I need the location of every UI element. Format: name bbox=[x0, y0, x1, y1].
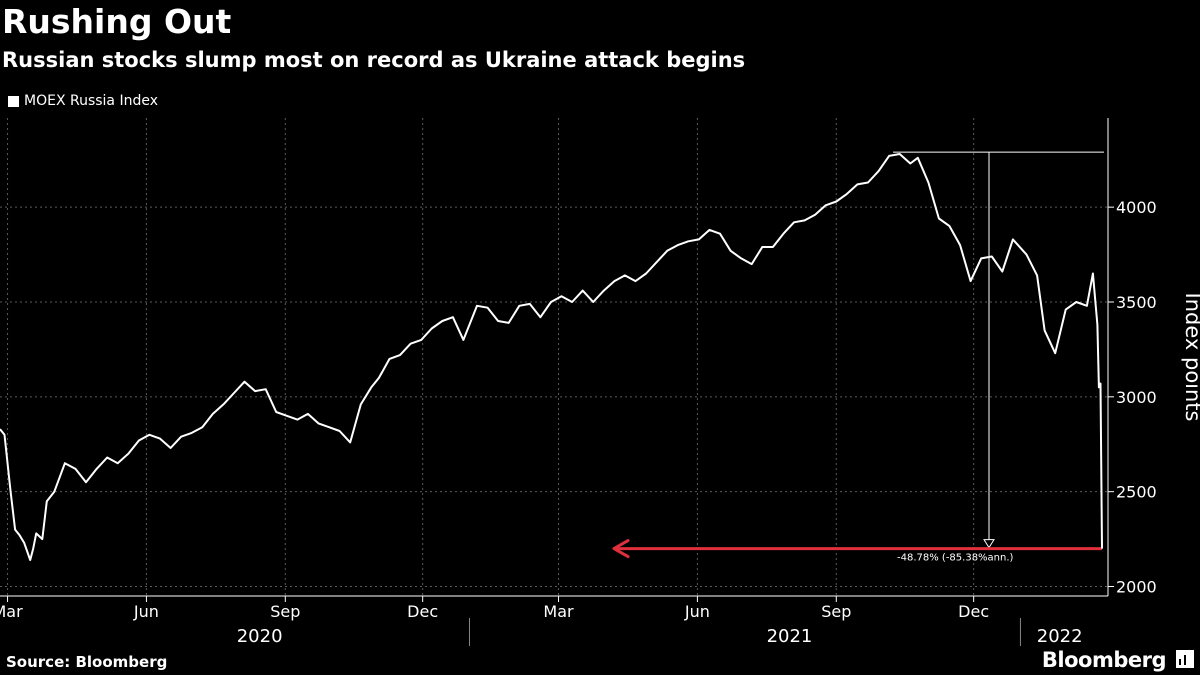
drawdown-label: -48.78% (-85.38%ann.) bbox=[897, 553, 1014, 564]
y-tick-label: 4000 bbox=[1116, 198, 1157, 217]
x-tick-label: Sep bbox=[821, 602, 851, 621]
x-tick-label: Sep bbox=[270, 602, 300, 621]
terminal-icon bbox=[1176, 650, 1194, 668]
x-tick-label: Mar bbox=[0, 602, 23, 621]
grid bbox=[0, 118, 1108, 596]
series-line-moex bbox=[0, 153, 1103, 561]
annotations: -48.78% (-85.38%ann.) bbox=[612, 151, 1104, 564]
legend-swatch bbox=[8, 95, 19, 107]
x-tick-label: Dec bbox=[407, 602, 438, 621]
red-arrowhead bbox=[612, 539, 630, 559]
x-year-label: 2020 bbox=[237, 626, 283, 647]
brand-logo: Bloomberg bbox=[1041, 648, 1167, 672]
axes: 2000 2500 3000 3500 4000 Mar Jun Sep Dec Mar Jun Se… bbox=[0, 118, 1157, 647]
y-axis-label: Index points bbox=[1181, 293, 1200, 422]
x-year-label: 2021 bbox=[767, 626, 813, 647]
x-year-label: 2022 bbox=[1037, 626, 1083, 647]
chart-title: Rushing Out bbox=[2, 2, 232, 41]
x-tick-label: Dec bbox=[958, 602, 989, 621]
legend-label: MOEX Russia Index bbox=[24, 93, 159, 109]
x-tick-label: Mar bbox=[543, 602, 574, 621]
source-note: Source: Bloomberg bbox=[6, 653, 168, 671]
y-tick-label: 3500 bbox=[1116, 293, 1157, 312]
y-tick-label: 2000 bbox=[1116, 578, 1157, 597]
x-tick-label: Jun bbox=[684, 602, 710, 621]
y-tick-label: 2500 bbox=[1116, 483, 1157, 502]
chart-subtitle: Russian stocks slump most on record as U… bbox=[2, 48, 746, 72]
x-tick-label: Jun bbox=[133, 602, 159, 621]
drawdown-arrowhead bbox=[983, 539, 995, 549]
legend: MOEX Russia Index bbox=[8, 92, 158, 110]
y-tick-label: 3000 bbox=[1116, 388, 1157, 407]
